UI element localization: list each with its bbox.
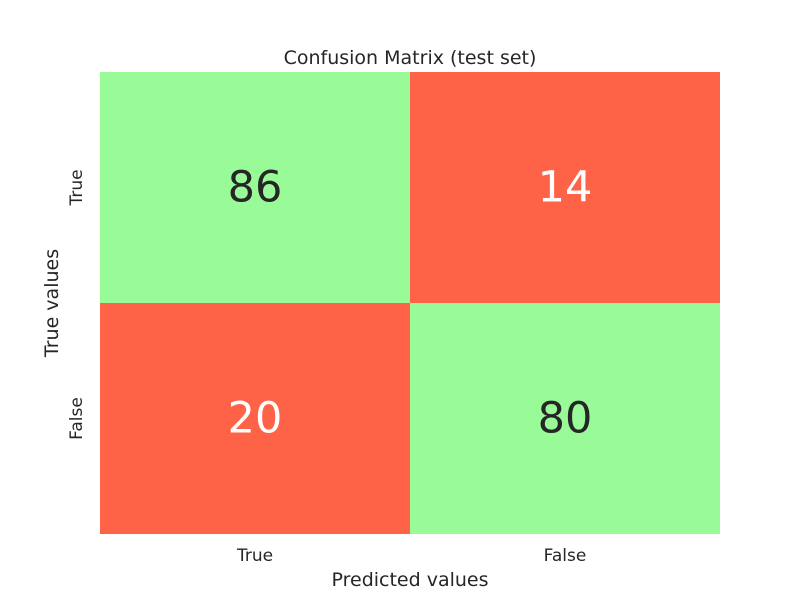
heatmap-cell-0-1	[410, 72, 720, 303]
y-tick-labels: True False	[67, 169, 87, 439]
x-tick-label: False	[544, 546, 587, 566]
x-tick-label: True	[236, 546, 273, 566]
cell-value-0-1: 14	[538, 163, 593, 213]
cell-value-1-0: 20	[228, 394, 283, 444]
heatmap-cell-0-0	[100, 72, 410, 303]
x-tick-labels: True False	[236, 546, 586, 566]
heatmap-cells: 86 14 20 80	[100, 72, 720, 534]
cell-value-0-0: 86	[228, 163, 283, 213]
x-axis-label: Predicted values	[331, 569, 488, 591]
y-tick-label: False	[67, 397, 87, 440]
heatmap-cell-1-1	[410, 303, 720, 534]
cell-value-1-1: 80	[538, 394, 593, 444]
heatmap-cell-1-0	[100, 303, 410, 534]
y-axis-label: True values	[41, 249, 63, 358]
y-tick-label: True	[67, 169, 87, 206]
chart-title: Confusion Matrix (test set)	[284, 47, 537, 69]
